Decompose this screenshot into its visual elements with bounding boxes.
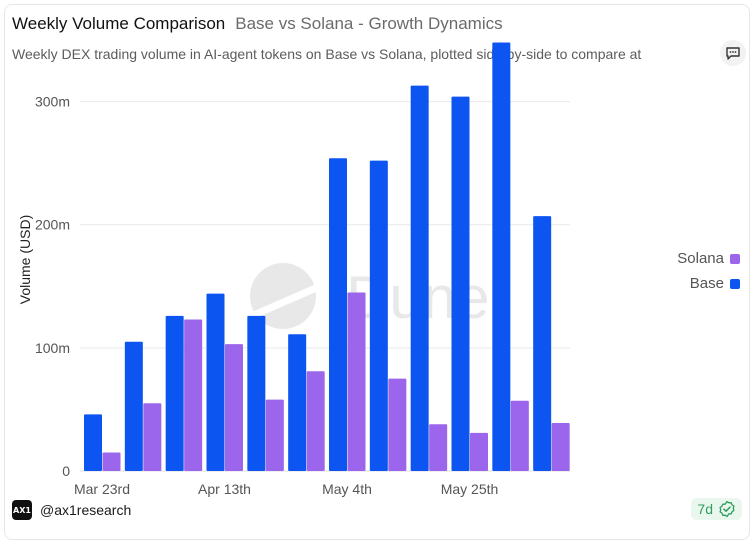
bar-base — [533, 216, 552, 471]
bar-base — [84, 414, 102, 471]
legend-label-solana: Solana — [677, 250, 724, 267]
y-tick-label: 300m — [35, 94, 70, 110]
y-tick-label: 100m — [35, 340, 70, 356]
legend-swatch-base — [730, 278, 740, 289]
dune-watermark-logo-slash — [252, 284, 316, 318]
bar-solana — [102, 452, 121, 471]
x-tick-label: Apr 13th — [198, 481, 251, 497]
ax1-logo: AX1 — [12, 500, 32, 520]
bar-solana — [551, 422, 570, 471]
chart-legend: Solana Base — [660, 246, 740, 296]
legend-item-base[interactable]: Base — [660, 271, 740, 296]
bar-solana — [388, 378, 407, 471]
dune-watermark-logo — [250, 263, 316, 329]
bar-solana — [143, 403, 162, 471]
bar-solana — [429, 424, 448, 471]
bar-solana — [265, 399, 284, 471]
bar-base — [165, 315, 184, 471]
bar-base — [124, 341, 143, 471]
bar-base — [410, 85, 429, 471]
chart-header: Weekly Volume Comparison Base vs Solana … — [12, 14, 744, 34]
y-tick-label: 200m — [35, 217, 70, 233]
bar-solana — [470, 432, 488, 471]
x-tick-label: May 4th — [322, 481, 372, 497]
comment-button[interactable] — [720, 40, 746, 66]
x-tick-label: May 25th — [441, 481, 499, 497]
bar-base — [492, 42, 511, 471]
bar-solana — [347, 292, 366, 471]
bar-solana — [306, 371, 325, 471]
refresh-label: 7d — [697, 501, 713, 517]
verified-check-icon — [719, 500, 735, 518]
y-axis-label: Volume (USD) — [17, 215, 33, 304]
chart-description: Weekly DEX trading volume in AI-agent to… — [12, 46, 642, 62]
author-handle: @ax1research — [40, 502, 132, 518]
legend-swatch-solana — [730, 253, 740, 264]
bar-base — [369, 160, 388, 471]
bar-base — [329, 158, 347, 471]
chart-title: Weekly Volume Comparison — [12, 14, 226, 33]
bar-solana — [510, 400, 529, 471]
chart-subtitle: Base vs Solana - Growth Dynamics — [235, 14, 503, 33]
author-link[interactable]: AX1 @ax1research — [12, 500, 131, 520]
bar-base — [451, 96, 470, 471]
legend-label-base: Base — [689, 275, 724, 292]
bar-base — [288, 334, 307, 471]
title-row: Weekly Volume Comparison Base vs Solana … — [12, 14, 744, 34]
y-tick-label: 0 — [62, 463, 70, 479]
x-tick-label: Mar 23rd — [74, 481, 130, 497]
legend-item-solana[interactable]: Solana — [660, 246, 740, 271]
bar-solana — [184, 319, 203, 471]
bar-base — [206, 293, 225, 471]
bar-solana — [225, 344, 243, 471]
comment-icon — [726, 47, 740, 60]
refresh-badge[interactable]: 7d — [691, 498, 742, 520]
bar-base — [247, 315, 266, 471]
